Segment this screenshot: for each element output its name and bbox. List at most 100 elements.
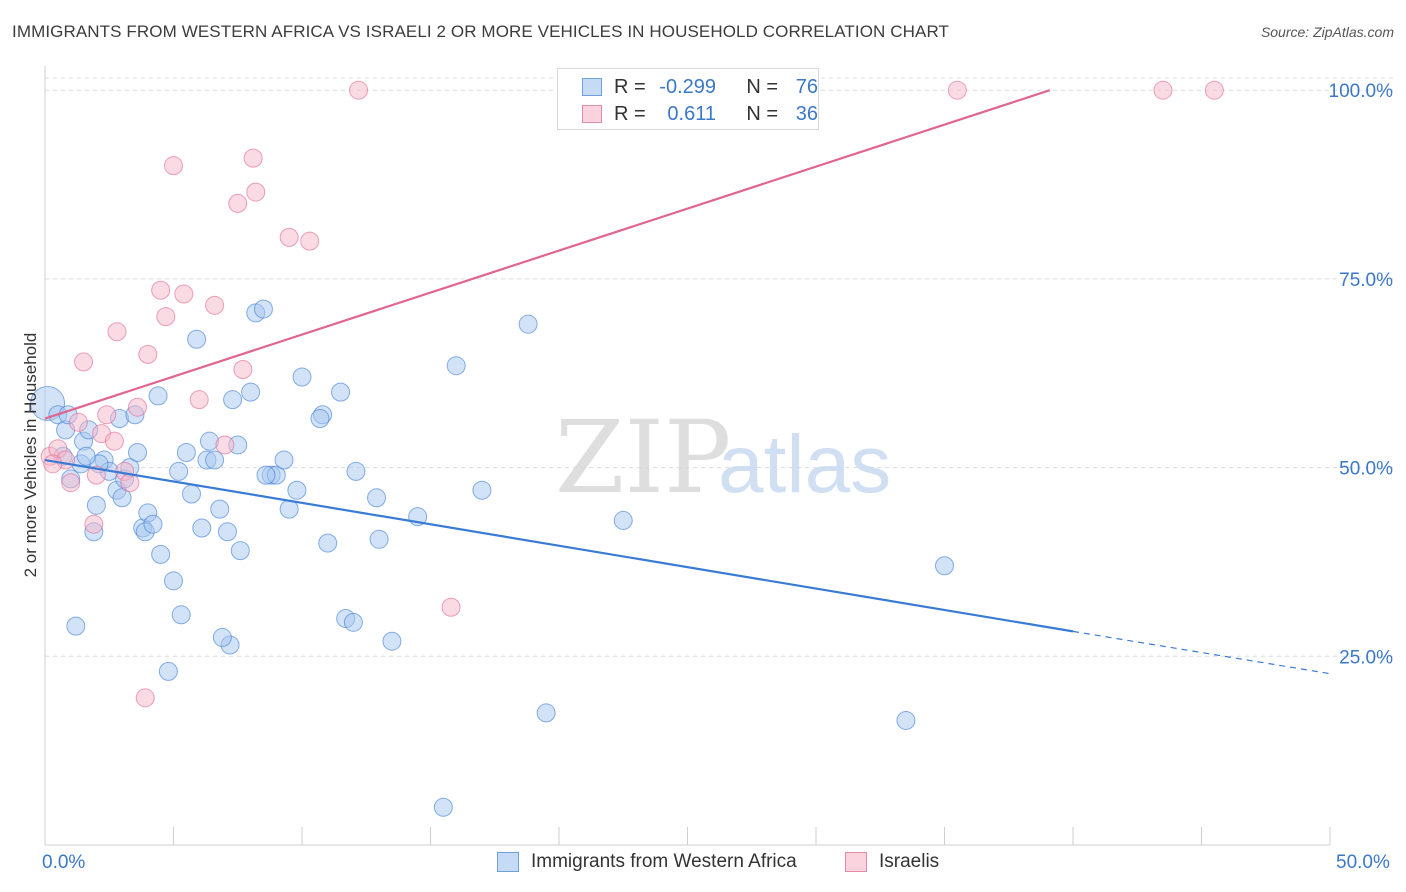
point-israelis (441, 597, 461, 617)
watermark-zip: ZIP (555, 399, 731, 516)
point-western-africa (169, 461, 189, 481)
point-western-africa (187, 329, 207, 349)
point-western-africa (76, 446, 96, 466)
legend-swatch-blue (582, 78, 602, 96)
y-tick-label: 50.0% (1339, 459, 1393, 480)
point-western-africa (158, 661, 178, 681)
point-western-africa (318, 533, 338, 553)
point-israelis (215, 435, 235, 455)
trendline-extension-western-africa (1072, 630, 1331, 675)
point-israelis (189, 390, 209, 410)
point-israelis (205, 295, 225, 315)
point-israelis (86, 465, 106, 485)
trendline-israelis (44, 89, 1051, 420)
point-western-africa (217, 522, 237, 542)
legend-r-label: R = (614, 102, 646, 125)
point-israelis (104, 431, 124, 451)
point-western-africa (181, 484, 201, 504)
point-western-africa (896, 710, 916, 730)
point-western-africa (446, 356, 466, 376)
point-western-africa (287, 480, 307, 500)
point-israelis (74, 352, 94, 372)
point-western-africa (151, 544, 171, 564)
bottom-legend-israelis: Israelis (845, 851, 939, 873)
point-israelis (228, 193, 248, 213)
point-western-africa (241, 382, 261, 402)
point-western-africa (66, 616, 86, 636)
point-western-africa (310, 409, 330, 429)
point-western-africa (331, 382, 351, 402)
point-western-africa (128, 443, 148, 462)
legend-n-label: N = (746, 102, 778, 125)
point-israelis (128, 397, 148, 417)
legend-n-value: 36 (795, 102, 818, 125)
trendline-western-africa (44, 458, 1074, 633)
point-western-africa (274, 450, 294, 470)
bottom-legend-label: Israelis (879, 851, 940, 872)
source-label: Source: ZipAtlas.com (1260, 24, 1394, 40)
point-western-africa (112, 488, 132, 508)
point-western-africa (256, 465, 276, 485)
point-israelis (156, 307, 176, 327)
correlation-legend: R = -0.299 N = 76 R = 0.611 N = 36 (557, 68, 819, 130)
legend-n-value: 76 (795, 75, 818, 98)
legend-n-label: N = (746, 75, 778, 98)
legend-row-western-africa: R = -0.299 N = 76 (582, 74, 818, 100)
bottom-legend-swatch-blue (497, 852, 519, 872)
bottom-legend-swatch-pink (845, 852, 867, 872)
point-western-africa (86, 495, 106, 515)
point-western-africa (205, 450, 225, 470)
point-israelis (349, 80, 369, 100)
legend-row-israelis: R = 0.611 N = 36 (582, 101, 818, 127)
point-western-africa (176, 443, 196, 462)
point-western-africa (292, 367, 312, 387)
point-israelis (68, 412, 88, 432)
point-western-africa (171, 605, 191, 625)
point-western-africa (367, 488, 387, 508)
point-israelis (947, 80, 967, 100)
x-tick-label-max: 50.0% (1336, 852, 1390, 873)
point-western-africa (143, 514, 163, 534)
x-tick-label-min: 0.0% (42, 852, 86, 873)
point-western-africa (210, 499, 230, 519)
bottom-legend-label: Immigrants from Western Africa (531, 851, 797, 872)
legend-r-value: 0.611 (667, 102, 716, 125)
point-israelis (164, 156, 183, 176)
point-israelis (138, 344, 158, 364)
point-israelis (120, 473, 140, 493)
point-israelis (174, 284, 194, 304)
point-western-africa (343, 612, 363, 632)
legend-r-label: R = (614, 75, 646, 98)
point-israelis (84, 514, 104, 534)
bottom-legend-western-africa: Immigrants from Western Africa (497, 851, 797, 873)
y-tick-label: 25.0% (1339, 647, 1393, 668)
point-israelis (243, 148, 263, 168)
point-israelis (135, 688, 155, 708)
point-israelis (233, 359, 253, 379)
point-israelis (43, 454, 63, 474)
y-tick-label: 75.0% (1339, 270, 1393, 291)
point-western-africa (382, 631, 402, 651)
point-western-africa (935, 556, 954, 576)
point-western-africa (212, 627, 232, 647)
legend-r-value: -0.299 (659, 75, 716, 98)
point-western-africa (433, 797, 453, 817)
point-israelis (151, 280, 171, 300)
point-israelis (1153, 80, 1173, 100)
y-axis-label: 2 or more Vehicles in Household (21, 332, 40, 578)
point-israelis (1204, 80, 1224, 100)
watermark-atlas: atlas (718, 419, 891, 510)
point-israelis (279, 227, 299, 247)
legend-swatch-pink (582, 105, 602, 123)
point-western-africa (536, 703, 556, 723)
y-tick-label: 100.0% (1329, 81, 1394, 102)
chart-title: IMMIGRANTS FROM WESTERN AFRICA VS ISRAEL… (12, 22, 949, 41)
point-western-africa (518, 314, 538, 334)
point-israelis (61, 473, 81, 493)
point-western-africa (164, 571, 183, 591)
point-western-africa (613, 510, 633, 530)
point-israelis (107, 322, 127, 342)
point-western-africa (223, 390, 243, 410)
point-western-africa (472, 480, 492, 500)
